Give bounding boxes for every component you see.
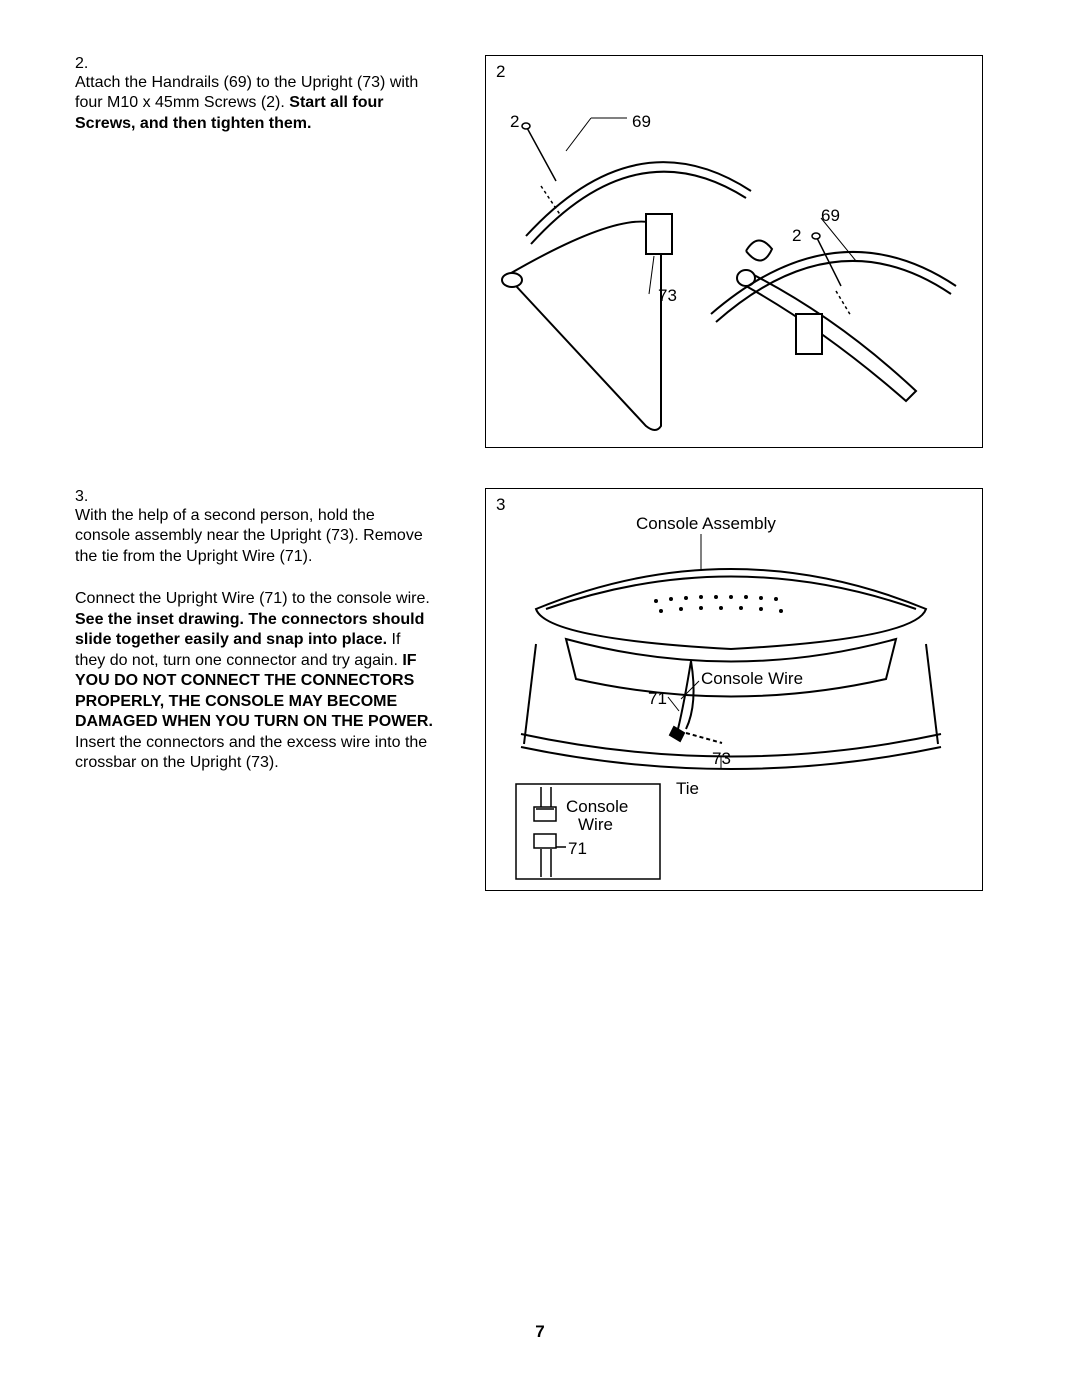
page-number: 7	[0, 1322, 1080, 1342]
step3-para2: Connect the Upright Wire (71) to the con…	[75, 589, 433, 773]
callout-69b: 69	[821, 206, 840, 226]
callout-inset-wire: Wire	[578, 815, 613, 835]
callout-2a: 2	[510, 112, 519, 132]
callout-console-assembly: Console Assembly	[636, 514, 776, 534]
manual-page: 2. Attach the Handrails (69) to the Upri…	[0, 0, 1080, 1397]
callout-inset-console: Console	[566, 797, 628, 817]
callout-2b: 2	[792, 226, 801, 246]
callout-71a: 71	[648, 689, 667, 709]
figure-3-box: 3	[485, 488, 983, 891]
assembly-step-3: 3. With the help of a second person, hol…	[75, 488, 1010, 891]
step3-figure: 3	[485, 488, 983, 891]
step3-text: 3. With the help of a second person, hol…	[75, 488, 480, 796]
callout-71b: 71	[568, 839, 587, 859]
run: Connect the Upright Wire (71) to the con…	[75, 590, 430, 607]
assembly-step-2: 2. Attach the Handrails (69) to the Upri…	[75, 55, 1010, 448]
step2-text: 2. Attach the Handrails (69) to the Upri…	[75, 55, 480, 156]
figure-2-box: 2	[485, 55, 983, 448]
step2-para1: Attach the Handrails (69) to the Upright…	[75, 73, 433, 134]
callout-73: 73	[658, 286, 677, 306]
figure-number: 3	[496, 495, 505, 515]
figure-number: 2	[496, 62, 505, 82]
callout-73b: 73	[712, 749, 731, 769]
run: Insert the connectors and the excess wir…	[75, 734, 427, 771]
step-number: 3.	[75, 488, 103, 506]
step2-figure: 2	[485, 55, 983, 448]
step-body: Attach the Handrails (69) to the Upright…	[75, 73, 433, 156]
step-body: With the help of a second person, hold t…	[75, 506, 433, 796]
callout-tie: Tie	[676, 779, 699, 799]
step3-para1: With the help of a second person, hold t…	[75, 506, 433, 567]
figure-2-svg	[486, 56, 980, 445]
step-number: 2.	[75, 55, 103, 73]
callout-console-wire: Console Wire	[701, 669, 803, 689]
run-bold: See the inset drawing. The connectors sh…	[75, 611, 424, 648]
callout-69a: 69	[632, 112, 651, 132]
run: With the help of a second person, hold t…	[75, 507, 423, 565]
